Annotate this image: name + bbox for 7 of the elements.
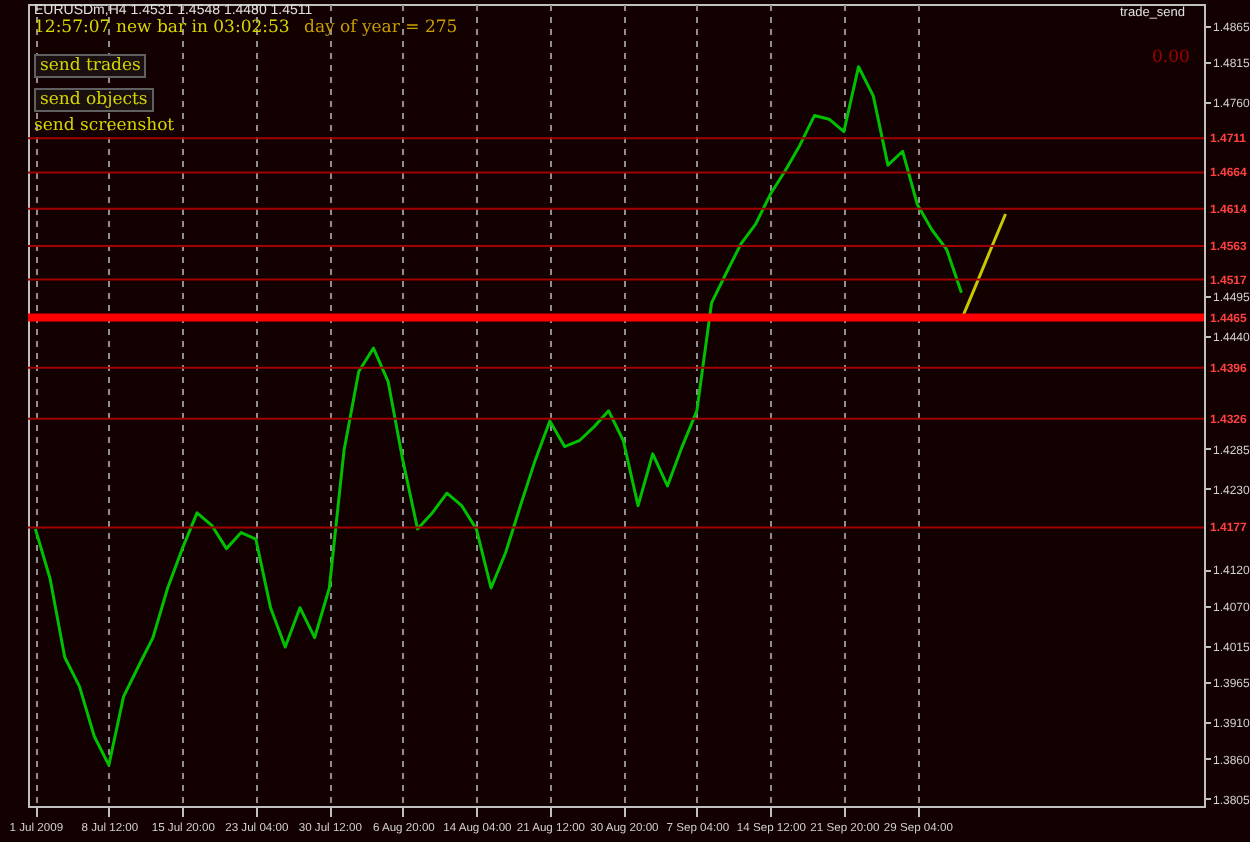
annotation: new bar in 03:02:53 [116, 18, 290, 38]
annotation: 0.00 [1152, 48, 1190, 68]
annotation: 12:57:07 [34, 18, 111, 38]
annotation: send trades [34, 54, 147, 78]
annotation: day of year = 275 [304, 18, 458, 38]
annotation: send objects [34, 88, 154, 112]
annotation: send screenshot [34, 116, 175, 136]
